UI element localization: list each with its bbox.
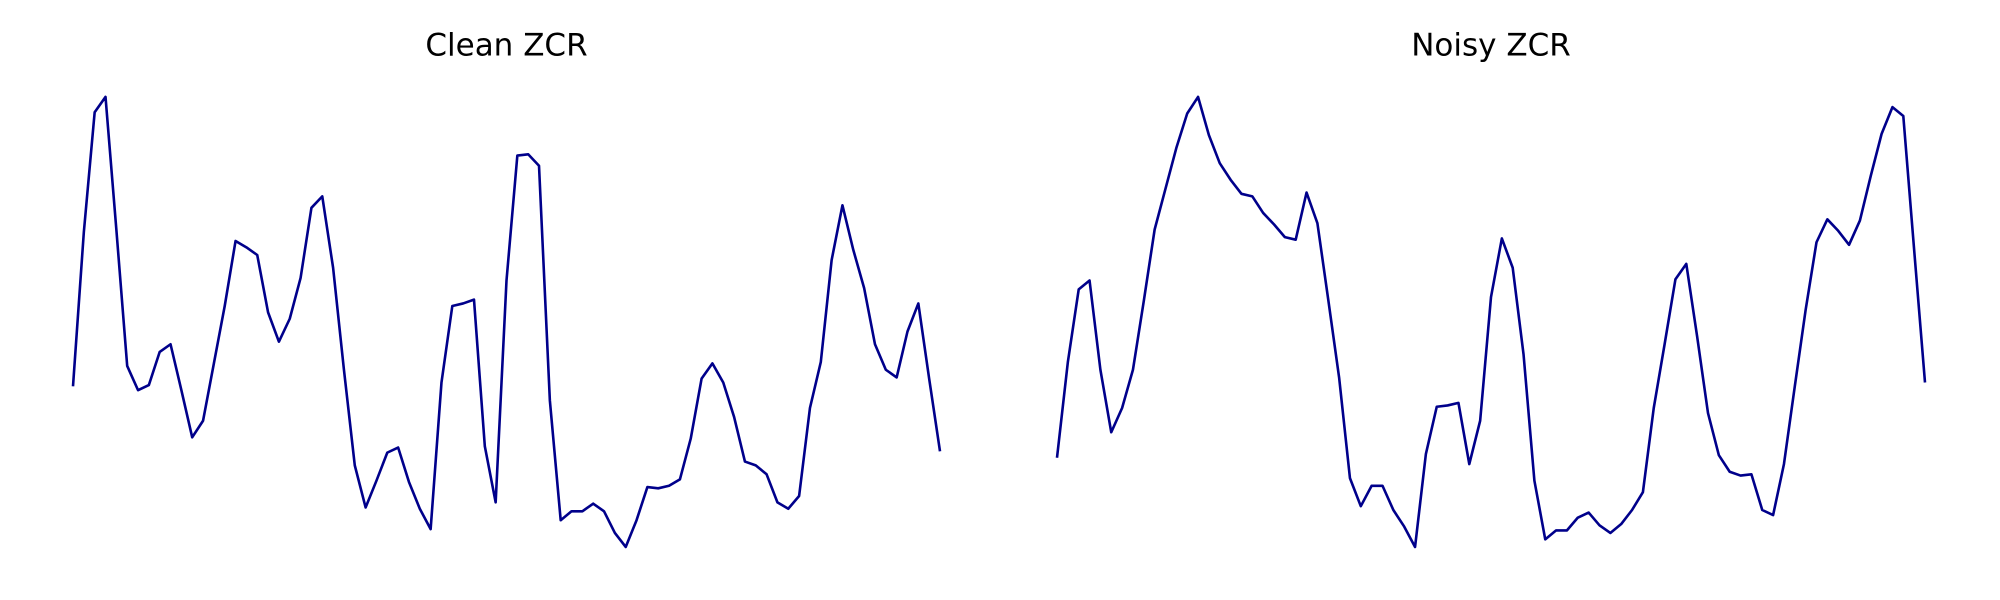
chart-title: Clean ZCR xyxy=(425,28,587,64)
chart-title: Noisy ZCR xyxy=(1411,28,1571,64)
line-series xyxy=(1055,95,1927,549)
line-series xyxy=(71,95,942,549)
